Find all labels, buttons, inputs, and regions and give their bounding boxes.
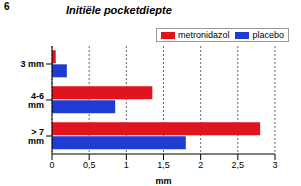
svg-text:4-6mm: 4-6mm — [28, 91, 44, 110]
svg-text:0: 0 — [49, 160, 54, 170]
html-text:Initiële pocketdiepte: Initiële pocketdiepte — [66, 4, 172, 16]
svg-text:> 7mm: > 7mm — [28, 127, 44, 146]
html-text:6: 6 — [4, 1, 10, 12]
svg-text:0,5: 0,5 — [83, 160, 96, 170]
svg-text:2: 2 — [198, 160, 203, 170]
svg-text:mm: mm — [155, 176, 171, 186]
svg-text:3: 3 — [272, 160, 277, 170]
svg-text:1,5: 1,5 — [157, 160, 170, 170]
svg-text:3 mm: 3 mm — [20, 59, 44, 69]
html-text:metronidazol: metronidazol — [177, 30, 230, 40]
svg-text:2,5: 2,5 — [232, 160, 245, 170]
svg-text:1: 1 — [124, 160, 129, 170]
html-text:placebo: placebo — [252, 30, 284, 40]
